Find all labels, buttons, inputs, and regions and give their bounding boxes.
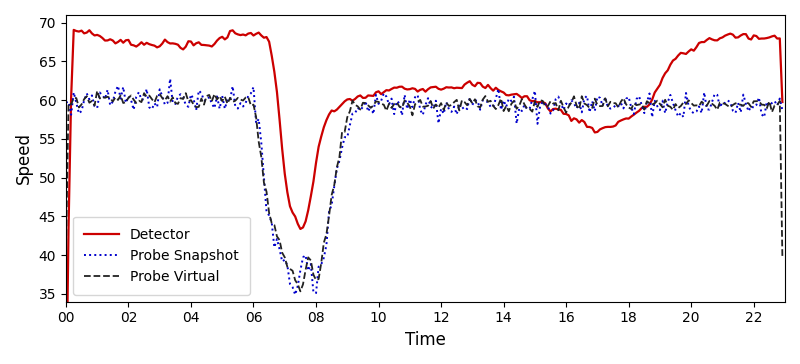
- Line: Probe Virtual: Probe Virtual: [66, 91, 782, 291]
- Probe Virtual: [92, 89, 102, 93]
- Detector: [158, 41, 167, 46]
- Probe Virtual: [494, 103, 503, 107]
- Probe Snapshot: [61, 100, 70, 105]
- Probe Snapshot: [564, 104, 574, 108]
- Probe Snapshot: [290, 293, 300, 297]
- Probe Virtual: [158, 96, 167, 100]
- Probe Virtual: [61, 253, 70, 257]
- Probe Virtual: [295, 289, 305, 293]
- Probe Snapshot: [155, 87, 165, 91]
- Probe Snapshot: [439, 112, 449, 116]
- Probe Virtual: [332, 165, 342, 170]
- Probe Snapshot: [778, 108, 787, 112]
- Probe Snapshot: [332, 166, 342, 171]
- Detector: [436, 87, 446, 92]
- Detector: [778, 100, 787, 104]
- Probe Virtual: [431, 102, 441, 107]
- X-axis label: Time: Time: [405, 331, 446, 349]
- Detector: [429, 85, 438, 89]
- Y-axis label: Speed: Speed: [15, 132, 33, 184]
- Line: Detector: Detector: [66, 30, 782, 364]
- Detector: [491, 86, 501, 90]
- Detector: [69, 28, 78, 32]
- Detector: [562, 112, 571, 116]
- Probe Snapshot: [494, 87, 503, 91]
- Probe Snapshot: [431, 99, 441, 103]
- Probe Virtual: [439, 108, 449, 112]
- Legend: Detector, Probe Snapshot, Probe Virtual: Detector, Probe Snapshot, Probe Virtual: [73, 217, 250, 295]
- Probe Snapshot: [166, 76, 175, 81]
- Probe Virtual: [564, 104, 574, 108]
- Probe Virtual: [778, 256, 787, 260]
- Detector: [330, 109, 339, 114]
- Line: Probe Snapshot: Probe Snapshot: [66, 79, 782, 295]
